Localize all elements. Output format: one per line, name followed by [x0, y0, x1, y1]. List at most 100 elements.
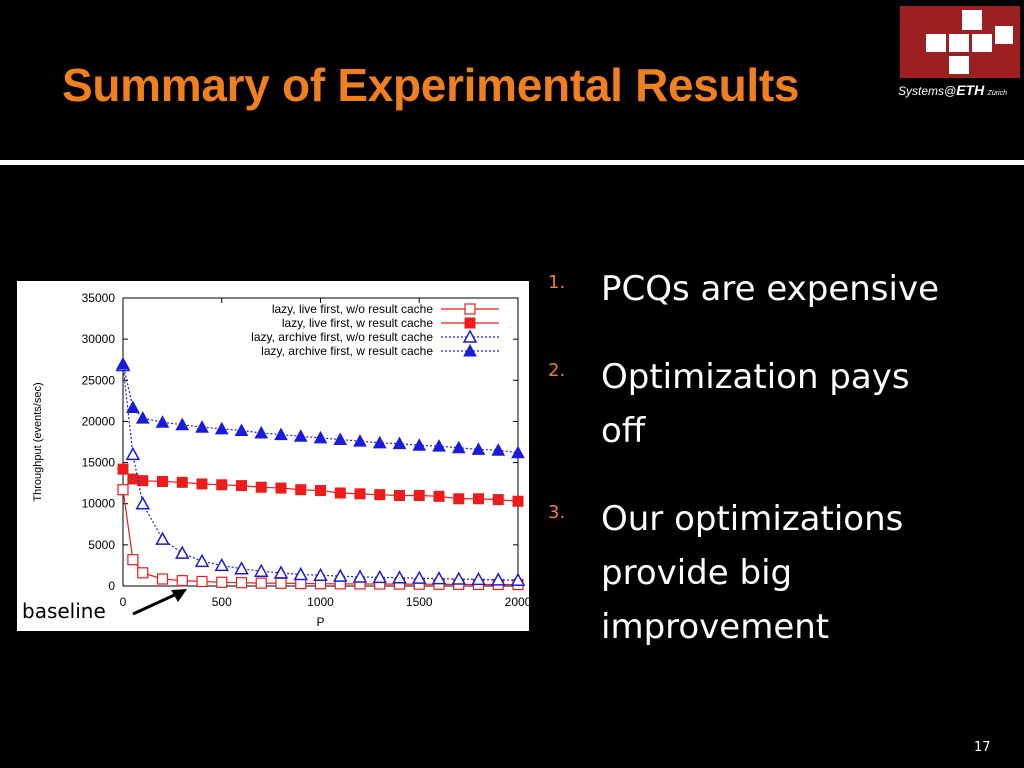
data-point-series-2 [334, 487, 346, 499]
data-point-series-1 [235, 577, 248, 589]
data-point-series-4 [471, 442, 486, 455]
x-axis-label: P [316, 615, 324, 629]
x-tick-label: 1500 [406, 595, 433, 609]
data-point-series-2 [127, 473, 139, 485]
data-point-series-1 [275, 577, 287, 589]
data-point-series-1 [156, 573, 169, 585]
bullet-number: 2. [548, 360, 566, 381]
data-point-series-3 [135, 496, 151, 510]
data-point-series-3 [490, 572, 506, 586]
data-point-series-3 [293, 566, 309, 581]
legend-entry-3: lazy, archive first, w/o result cache [251, 330, 433, 344]
data-point-series-2 [275, 482, 287, 494]
data-point-series-4 [195, 420, 209, 433]
data-point-series-4 [491, 443, 506, 456]
data-point-series-3 [125, 446, 141, 461]
data-point-series-2 [473, 493, 484, 505]
bullet-number: 1. [548, 272, 566, 293]
data-point-series-4 [511, 445, 525, 459]
data-point-series-4 [333, 432, 348, 446]
data-point-series-1 [196, 575, 208, 588]
data-point-series-4 [126, 400, 140, 413]
legend-entry-1: lazy, live first, w/o result cache [272, 302, 433, 316]
data-point-series-3 [352, 569, 368, 583]
data-point-series-3 [194, 553, 210, 568]
throughput-chart: 0 5000 10000 15000 20000 25000 30000 35000 0 500 1… [17, 281, 529, 631]
data-point-series-2 [255, 481, 267, 493]
slide-title: Summary of Experimental Results [62, 59, 800, 111]
data-point-series-1 [176, 575, 188, 587]
y-tick-label: 35000 [82, 291, 116, 305]
x-tick-label: 0 [120, 595, 127, 609]
y-tick-label: 25000 [82, 373, 116, 387]
data-point-series-4 [353, 434, 367, 447]
series-line-2 [122, 468, 519, 502]
data-point-series-4 [254, 425, 269, 439]
y-tick-label: 15000 [82, 456, 116, 470]
data-point-series-3 [510, 572, 526, 586]
data-point-series-3 [451, 571, 467, 585]
data-point-series-4 [313, 430, 328, 444]
data-point-series-2 [453, 493, 465, 505]
series-line-3 [122, 365, 519, 581]
data-point-series-2 [374, 489, 386, 501]
series-line-1 [122, 489, 519, 586]
data-point-series-3 [253, 563, 269, 577]
data-point-series-2 [315, 485, 326, 497]
legend-entry-4: lazy, archive first, w result cache [261, 344, 433, 358]
data-point-series-3 [411, 570, 427, 584]
data-point-series-2 [137, 475, 149, 487]
data-point-series-3 [471, 571, 486, 586]
data-point-series-2 [216, 479, 228, 491]
data-point-series-4 [116, 356, 130, 370]
bullet-text: Our optimizations provide big improvemen… [601, 499, 904, 647]
data-point-series-2 [196, 478, 208, 490]
data-point-series-2 [354, 488, 366, 500]
systems-eth-logo: Systems@ETH Zürich [898, 0, 1024, 112]
data-point-series-2 [157, 475, 168, 487]
logo-text-small: Zürich [987, 90, 1007, 97]
page-number: 17 [974, 740, 991, 755]
data-point-series-1 [117, 484, 129, 496]
chart-canvas: 0 5000 10000 15000 20000 25000 30000 35000 0 500 1… [32, 291, 529, 629]
data-point-series-2 [433, 490, 445, 502]
legend-marker-2 [464, 317, 476, 329]
bullet-item-1: 1. PCQs are expensive [548, 262, 1008, 316]
y-tick-label: 30000 [82, 332, 116, 346]
data-point-series-2 [413, 489, 425, 501]
bullet-list: 1. PCQs are expensive 2. Optimization pa… [548, 262, 1008, 654]
logo-text-main: Systems@ [898, 84, 957, 98]
data-point-series-2 [176, 476, 188, 488]
y-tick-label: 5000 [88, 538, 115, 552]
data-point-series-3 [214, 557, 230, 572]
legend-marker-1 [464, 303, 476, 315]
data-point-series-3 [392, 570, 407, 584]
data-point-series-1 [137, 567, 149, 579]
logo-emblem [900, 6, 1020, 78]
data-point-series-4 [135, 411, 150, 424]
data-point-series-4 [412, 438, 427, 451]
title-divider [0, 160, 1024, 165]
data-point-series-2 [512, 495, 524, 507]
data-point-series-2 [295, 484, 307, 496]
x-tick-label: 500 [212, 595, 232, 609]
bullet-item-3: 3. Our optimizations provide big improve… [548, 492, 1008, 654]
bullet-item-2: 2. Optimization pays off [548, 350, 1008, 458]
data-point-series-4 [214, 421, 229, 435]
data-point-series-1 [127, 554, 139, 566]
logo-text-bold: ETH [956, 82, 985, 98]
data-point-series-4 [175, 417, 190, 431]
logo-text: Systems@ETH Zürich [898, 82, 1024, 98]
data-point-series-3 [372, 569, 388, 584]
bullet-text: PCQs are expensive [601, 269, 940, 309]
bullet-number: 3. [548, 502, 566, 523]
data-point-series-4 [392, 436, 407, 450]
data-point-series-4 [274, 427, 288, 441]
data-point-series-2 [394, 489, 405, 501]
data-point-series-3 [273, 565, 289, 579]
data-point-series-4 [234, 423, 249, 436]
data-point-series-3 [332, 568, 348, 582]
data-point-series-4 [372, 435, 387, 449]
data-point-series-2 [117, 463, 129, 475]
data-point-series-1 [216, 576, 228, 588]
